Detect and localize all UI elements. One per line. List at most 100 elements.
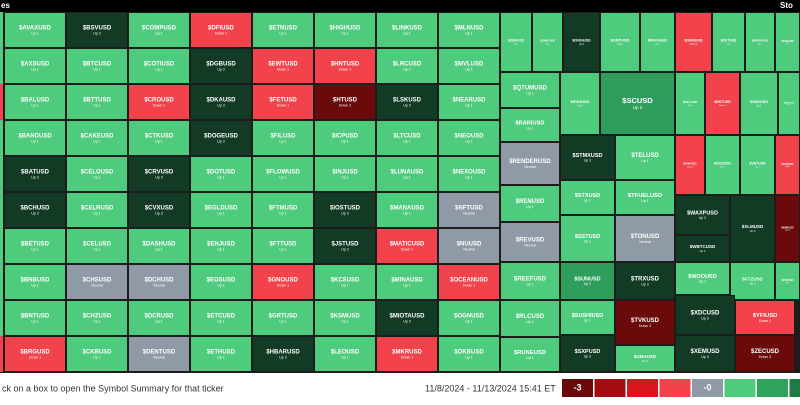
tile-status: Down 1 <box>401 248 413 252</box>
tile-symbol: $ORNUSD <box>684 39 702 43</box>
tile-status: Up 1 <box>465 68 473 72</box>
tile-status: Up 1 <box>403 176 411 180</box>
tile-status: Down 1 <box>277 284 289 288</box>
tile-status: Up 1 <box>526 205 534 209</box>
tile-symbol: $UNIUSD <box>683 162 697 166</box>
tile-status: Up 1 <box>403 68 411 72</box>
legend-swatch <box>627 379 658 397</box>
tile-status: Neutral <box>463 248 475 252</box>
tile-symbol: $WBTCUSD <box>690 244 716 249</box>
logo[interactable]: Sto <box>780 1 793 10</box>
tile-status: Up 1 <box>31 32 39 36</box>
tile-status: Up 3 <box>341 248 349 252</box>
tile-status: Up 1 <box>217 212 225 216</box>
tile-symbol: $ONGUSD <box>572 39 591 43</box>
tile-symbol: $XTZUSD <box>742 277 763 282</box>
tile-status: Up 2 <box>584 282 591 286</box>
tile-symbol: $PHAUSD <box>782 40 794 43</box>
tile-status: Up 1 <box>93 140 101 144</box>
tile-status: Up 1 <box>584 199 591 203</box>
tile-status: Neutral <box>524 165 536 169</box>
tile-status: Up 2 <box>633 105 643 110</box>
tile-status: Up 1 <box>155 32 163 36</box>
tile-symbol: $XMRUSD <box>781 226 793 229</box>
tile-status: Up 1 <box>155 320 163 324</box>
tile-status: Up 1 <box>31 104 39 108</box>
tile-status: Down 1 <box>687 166 693 168</box>
tile-status: Up 1 <box>577 105 583 108</box>
tile-status: Up 1 <box>93 212 101 216</box>
clipped-column <box>0 336 3 372</box>
tile-status: Up 1 <box>758 43 762 45</box>
tile-status: Up 1 <box>403 212 411 216</box>
tile-symbol: $OXTUSD <box>721 39 737 43</box>
tile-status: Down 1 <box>277 68 289 72</box>
tile-status: Down 1 <box>463 284 475 288</box>
page-title: es <box>1 1 10 10</box>
tile-status: Up 3 <box>701 317 709 321</box>
tile-symbol: $SNTUSD <box>714 100 731 104</box>
tile-status: Up 1 <box>31 140 39 144</box>
tile-status: Up 1 <box>279 176 287 180</box>
tile-status: Neutral <box>91 284 103 288</box>
tile-status: Up 1 <box>93 356 101 360</box>
tile-status: Down 3 <box>785 229 790 231</box>
tile-status: Up 1 <box>788 104 791 106</box>
legend-swatch <box>595 379 626 397</box>
tile-status: Up 1 <box>465 140 473 144</box>
tile-status: Up 1 <box>31 248 39 252</box>
tile-status: Up 1 <box>93 248 101 252</box>
tile-status: Up 3 <box>584 159 591 163</box>
tile-status: Up 3 <box>641 283 649 287</box>
tile-status: Down 1 <box>277 104 289 108</box>
tile-status: Up 3 <box>579 44 584 46</box>
tile-status: Up 1 <box>403 32 411 36</box>
tile-status: Up 1 <box>757 105 763 107</box>
tile-status: Up 1 <box>465 32 473 36</box>
legend-label: -3 <box>573 382 581 392</box>
tile-status: Down 3 <box>759 355 771 359</box>
tile-status: Up 1 <box>31 284 39 288</box>
tile-status: Up 3 <box>403 320 411 324</box>
tile-status: Up 1 <box>279 212 287 216</box>
tile-status: Up 1 <box>217 248 225 252</box>
tile-symbol: $ONTUSD <box>610 38 629 43</box>
legend-swatch <box>757 379 788 397</box>
tile-status: Up 1 <box>93 320 101 324</box>
tile-status: Up 3 <box>217 68 225 72</box>
date-range: 11/8/2024 - 11/13/2024 15:41 ET <box>425 383 556 393</box>
tile-status: Down 1 <box>215 32 227 36</box>
tile-status: Up 1 <box>641 159 649 163</box>
tile-status: Up 1 <box>786 282 789 284</box>
tile-status: Up 1 <box>155 68 163 72</box>
tile-status: Down 1 <box>29 356 41 360</box>
tile-status: Down 3 <box>339 104 351 108</box>
tile-status: Up 1 <box>31 320 39 324</box>
tile-status: Up 1 <box>642 359 648 363</box>
tile-status: Up 1 <box>279 248 287 252</box>
tile-status: Neutral <box>524 244 536 248</box>
tile-status: Up 1 <box>641 199 648 203</box>
tile-status: Up 1 <box>155 140 163 144</box>
tile-status: Up 1 <box>465 320 473 324</box>
tile-status: Up 3 <box>217 140 225 144</box>
tile-status: Up 1 <box>786 43 789 45</box>
legend-label: -0 <box>703 382 711 392</box>
tile-status: Up 1 <box>341 176 349 180</box>
legend-swatch <box>660 379 691 397</box>
tile-status: Up 1 <box>688 105 692 107</box>
tile-status: Up 1 <box>341 140 349 144</box>
tile-status: Down 3 <box>639 324 651 328</box>
tile-status: Up 3 <box>700 249 706 253</box>
tile-status: Up 1 <box>341 356 349 360</box>
tile-status: Up 1 <box>617 43 623 46</box>
tile-status: Up 3 <box>155 212 163 216</box>
tile-status: Up 1 <box>341 284 349 288</box>
tile-status: Up 3 <box>341 212 349 216</box>
tile-status: Down 1 <box>719 105 727 107</box>
tile-status: Up 3 <box>701 355 709 359</box>
tile-status: Up 1 <box>217 284 225 288</box>
tile-symbol: $SCUSD <box>622 96 653 105</box>
tile-status: Up 3 <box>750 229 756 233</box>
